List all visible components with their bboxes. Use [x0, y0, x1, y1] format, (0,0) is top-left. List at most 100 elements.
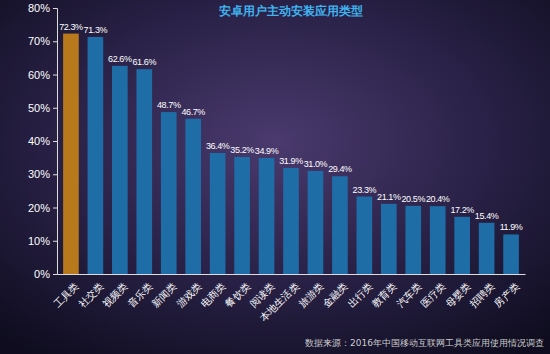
- x-tick-label: 旅游类: [296, 280, 325, 309]
- y-axis: 0% 10% 20% 30% 40% 50% 60% 70% 80%: [28, 2, 58, 280]
- x-tick: 音乐类: [125, 280, 154, 309]
- x-tick-label: 本地生活类: [258, 280, 301, 323]
- data-label: 34.9%: [255, 146, 279, 156]
- y-tick: 10%: [28, 235, 57, 247]
- bar: [405, 206, 421, 274]
- data-label: 62.6%: [108, 54, 132, 64]
- bar: [161, 112, 177, 274]
- chart: 0% 10% 20% 30% 40% 50% 60% 70% 80% 工具类社交类视频类音乐类新闻…: [0, 0, 550, 354]
- plot: 0% 10% 20% 30% 40% 50% 60% 70% 80% 工具类社交类视频类音乐类新闻…: [28, 2, 526, 323]
- x-tick: 金融类: [321, 280, 350, 309]
- data-label: 46.7%: [181, 107, 205, 117]
- data-label: 71.3%: [84, 25, 108, 35]
- y-tick-label: 30%: [28, 168, 50, 180]
- data-label: 61.6%: [133, 57, 157, 67]
- x-tick: 医疗类: [419, 280, 448, 309]
- y-tick-label: 0%: [34, 268, 50, 280]
- x-tick-label: 音乐类: [125, 280, 154, 309]
- x-tick-label: 新闻类: [150, 280, 179, 309]
- bar: [112, 66, 128, 274]
- bar: [308, 171, 324, 274]
- data-label: 31.0%: [304, 159, 328, 169]
- x-tick: 房产类: [492, 280, 521, 309]
- x-tick: 旅游类: [296, 280, 325, 309]
- y-tick-mark: [53, 141, 57, 142]
- x-tick-label: 母婴类: [443, 280, 472, 309]
- bar: [88, 37, 104, 274]
- x-tick-label: 招聘类: [467, 280, 497, 310]
- data-label: 72.3%: [59, 22, 83, 32]
- title: 安卓用户主动安装应用类型: [219, 4, 363, 18]
- x-tick-label: 出行类: [345, 280, 374, 309]
- y-tick-label: 20%: [28, 202, 50, 214]
- bar: [136, 69, 152, 274]
- x-tick-label: 游戏类: [174, 280, 203, 309]
- data-label: 23.3%: [353, 185, 377, 195]
- y-tick-mark: [53, 208, 57, 209]
- data-label: 20.5%: [401, 194, 425, 204]
- bar: [185, 119, 201, 274]
- data-label: 35.2%: [230, 145, 254, 155]
- x-tick: 招聘类: [467, 280, 497, 310]
- x-tick: 视频类: [101, 280, 130, 309]
- x-tick-label: 社交类: [76, 280, 105, 309]
- y-tick: 40%: [28, 135, 57, 147]
- x-tick-label: 视频类: [101, 280, 130, 309]
- y-tick-label: 60%: [28, 69, 50, 81]
- bar: [503, 234, 519, 274]
- bar: [357, 197, 373, 274]
- x-tick: 工具类: [52, 280, 81, 309]
- x-tick-label: 金融类: [321, 280, 350, 309]
- bar: [430, 206, 446, 274]
- x-tick-label: 教育类: [370, 280, 399, 309]
- y-tick-mark: [53, 8, 57, 9]
- y-tick-label: 10%: [28, 235, 50, 247]
- y-tick-label: 50%: [28, 102, 50, 114]
- y-tick: 80%: [28, 2, 57, 14]
- y-tick-label: 70%: [28, 35, 50, 47]
- y-tick-mark: [53, 75, 57, 76]
- x-tick: 教育类: [370, 280, 399, 309]
- x-tick: 本地生活类: [258, 280, 301, 323]
- y-tick-label: 80%: [28, 2, 50, 14]
- x-tick-label: 房产类: [492, 280, 521, 309]
- bar: [479, 223, 495, 274]
- x-tick: 餐饮类: [223, 280, 252, 309]
- y-tick: 30%: [28, 168, 57, 180]
- data-label: 36.4%: [206, 141, 230, 151]
- bar: [63, 34, 79, 274]
- data-label: 11.9%: [500, 222, 523, 232]
- bar: [259, 158, 275, 274]
- y-tick-mark: [53, 241, 57, 242]
- y-tick-mark: [53, 174, 57, 175]
- y-tick-mark: [53, 274, 57, 275]
- bar: [234, 157, 250, 274]
- bar: [283, 168, 299, 274]
- bars: [63, 34, 519, 274]
- x-tick-label: 餐饮类: [223, 280, 252, 309]
- x-tick: 新闻类: [150, 280, 179, 309]
- y-tick-mark: [53, 41, 57, 42]
- data-label: 48.7%: [157, 100, 181, 110]
- y-tick-mark: [53, 108, 57, 109]
- x-axis-line: [58, 274, 526, 275]
- y-tick-label: 40%: [28, 135, 50, 147]
- data-label: 31.9%: [279, 156, 303, 166]
- background: [0, 0, 550, 354]
- x-tick: 电商类: [199, 280, 228, 309]
- bar: [454, 217, 470, 274]
- x-tick-label: 工具类: [52, 280, 81, 309]
- bar: [210, 153, 226, 274]
- data-label: 21.1%: [377, 192, 401, 202]
- data-label: 29.4%: [328, 164, 352, 174]
- data-label: 17.2%: [450, 205, 474, 215]
- x-tick: 游戏类: [174, 280, 203, 309]
- y-tick: 70%: [28, 35, 57, 47]
- bar: [381, 204, 397, 274]
- bar: [332, 176, 348, 274]
- x-tick: 母婴类: [443, 280, 472, 309]
- x-axis: 工具类社交类视频类音乐类新闻类游戏类电商类餐饮类阅读类本地生活类旅游类金融类出行…: [52, 275, 526, 324]
- x-tick: 社交类: [76, 280, 105, 309]
- source-note: 数据来源：2016年中国移动互联网工具类应用使用情况调查: [305, 338, 544, 348]
- data-label: 15.4%: [475, 211, 499, 221]
